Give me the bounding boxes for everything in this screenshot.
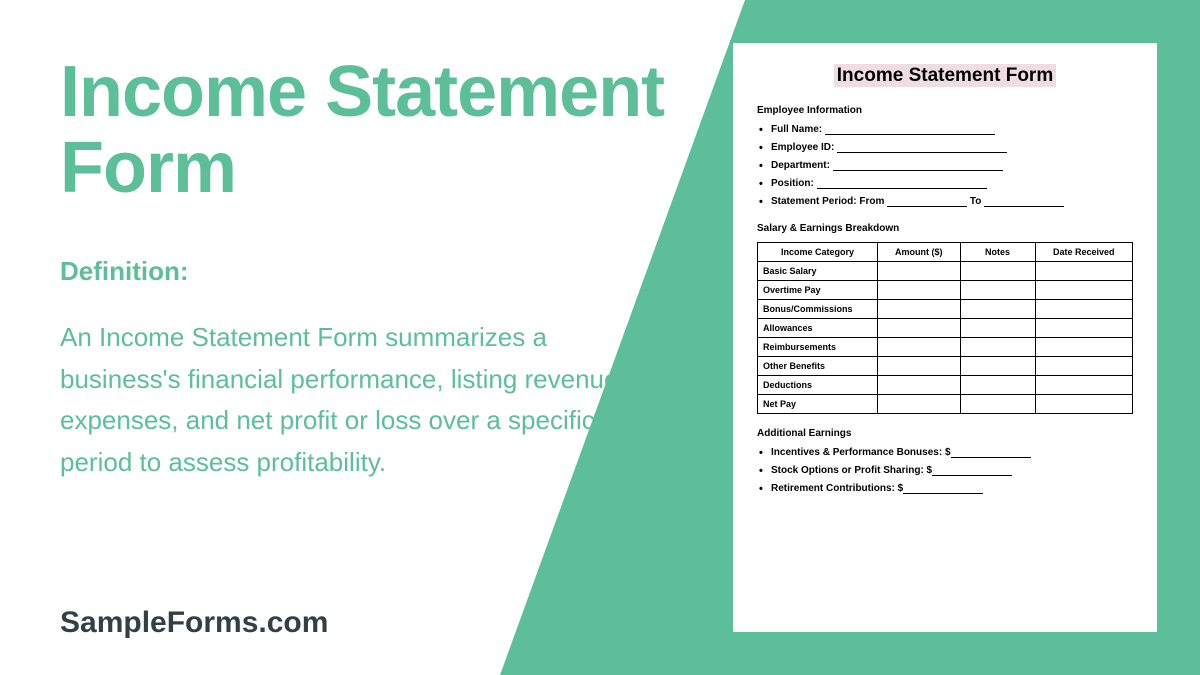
- row-label: Allowances: [758, 319, 878, 338]
- blank-line: [833, 162, 1003, 171]
- row-label: Basic Salary: [758, 262, 878, 281]
- cell: [878, 376, 961, 395]
- field-position: Position:: [771, 178, 1133, 189]
- field-department: Department:: [771, 160, 1133, 171]
- cell: [1035, 395, 1133, 414]
- page-title: Income Statement Form: [60, 55, 700, 206]
- table-body: Basic Salary Overtime Pay Bonus/Commissi…: [758, 262, 1133, 414]
- field-statement-period: Statement Period: From To: [771, 196, 1133, 207]
- table-row: Bonus/Commissions: [758, 300, 1133, 319]
- cell: [1035, 262, 1133, 281]
- field-label: Full Name:: [771, 124, 822, 135]
- cell: [1035, 357, 1133, 376]
- field-retirement: Retirement Contributions: $: [771, 483, 1133, 494]
- field-label: Position:: [771, 178, 814, 189]
- row-label: Net Pay: [758, 395, 878, 414]
- row-label: Bonus/Commissions: [758, 300, 878, 319]
- salary-breakdown-label: Salary & Earnings Breakdown: [757, 223, 1133, 234]
- brand-name: SampleForms.com: [60, 606, 328, 640]
- row-label: Other Benefits: [758, 357, 878, 376]
- field-label: Retirement Contributions: $: [771, 483, 903, 494]
- field-label: Employee ID:: [771, 142, 834, 153]
- additional-earnings-list: Incentives & Performance Bonuses: $ Stoc…: [757, 447, 1133, 494]
- col-notes: Notes: [960, 243, 1035, 262]
- table-row: Overtime Pay: [758, 281, 1133, 300]
- cell: [878, 281, 961, 300]
- blank-line: [825, 126, 995, 135]
- field-incentives: Incentives & Performance Bonuses: $: [771, 447, 1133, 458]
- cell: [960, 319, 1035, 338]
- left-content-panel: Income Statement Form Definition: An Inc…: [60, 55, 700, 484]
- form-title: Income Statement Form: [757, 65, 1133, 87]
- definition-text: An Income Statement Form summarizes a bu…: [60, 317, 660, 483]
- cell: [960, 262, 1035, 281]
- cell: [878, 357, 961, 376]
- cell: [960, 395, 1035, 414]
- cell: [1035, 376, 1133, 395]
- cell: [960, 357, 1035, 376]
- employee-info-label: Employee Information: [757, 105, 1133, 116]
- cell: [960, 281, 1035, 300]
- field-label-mid: To: [970, 196, 981, 207]
- blank-line: [837, 144, 1007, 153]
- definition-label: Definition:: [60, 256, 700, 287]
- blank-line: [817, 180, 987, 189]
- table-row: Net Pay: [758, 395, 1133, 414]
- cell: [960, 338, 1035, 357]
- blank-line: [932, 467, 1012, 476]
- cell: [878, 395, 961, 414]
- field-stock-options: Stock Options or Profit Sharing: $: [771, 465, 1133, 476]
- blank-line: [951, 449, 1031, 458]
- cell: [960, 300, 1035, 319]
- table-header-row: Income Category Amount ($) Notes Date Re…: [758, 243, 1133, 262]
- field-label-pre: Statement Period: From: [771, 196, 884, 207]
- row-label: Overtime Pay: [758, 281, 878, 300]
- cell: [960, 376, 1035, 395]
- blank-line: [903, 485, 983, 494]
- table-row: Basic Salary: [758, 262, 1133, 281]
- cell: [1035, 281, 1133, 300]
- field-label: Incentives & Performance Bonuses: $: [771, 447, 951, 458]
- earnings-table: Income Category Amount ($) Notes Date Re…: [757, 242, 1133, 414]
- table-row: Deductions: [758, 376, 1133, 395]
- row-label: Reimbursements: [758, 338, 878, 357]
- row-label: Deductions: [758, 376, 878, 395]
- table-row: Other Benefits: [758, 357, 1133, 376]
- cell: [878, 338, 961, 357]
- cell: [1035, 300, 1133, 319]
- cell: [1035, 319, 1133, 338]
- employee-info-list: Full Name: Employee ID: Department: Posi…: [757, 124, 1133, 207]
- cell: [878, 300, 961, 319]
- field-label: Stock Options or Profit Sharing: $: [771, 465, 932, 476]
- cell: [878, 319, 961, 338]
- form-preview-card: Income Statement Form Employee Informati…: [730, 40, 1160, 635]
- field-full-name: Full Name:: [771, 124, 1133, 135]
- additional-earnings-label: Additional Earnings: [757, 428, 1133, 439]
- col-amount: Amount ($): [878, 243, 961, 262]
- cell: [1035, 338, 1133, 357]
- cell: [878, 262, 961, 281]
- col-date: Date Received: [1035, 243, 1133, 262]
- form-title-text: Income Statement Form: [834, 64, 1056, 87]
- field-label: Department:: [771, 160, 830, 171]
- field-employee-id: Employee ID:: [771, 142, 1133, 153]
- blank-line: [984, 198, 1064, 207]
- col-category: Income Category: [758, 243, 878, 262]
- table-row: Allowances: [758, 319, 1133, 338]
- table-row: Reimbursements: [758, 338, 1133, 357]
- blank-line: [887, 198, 967, 207]
